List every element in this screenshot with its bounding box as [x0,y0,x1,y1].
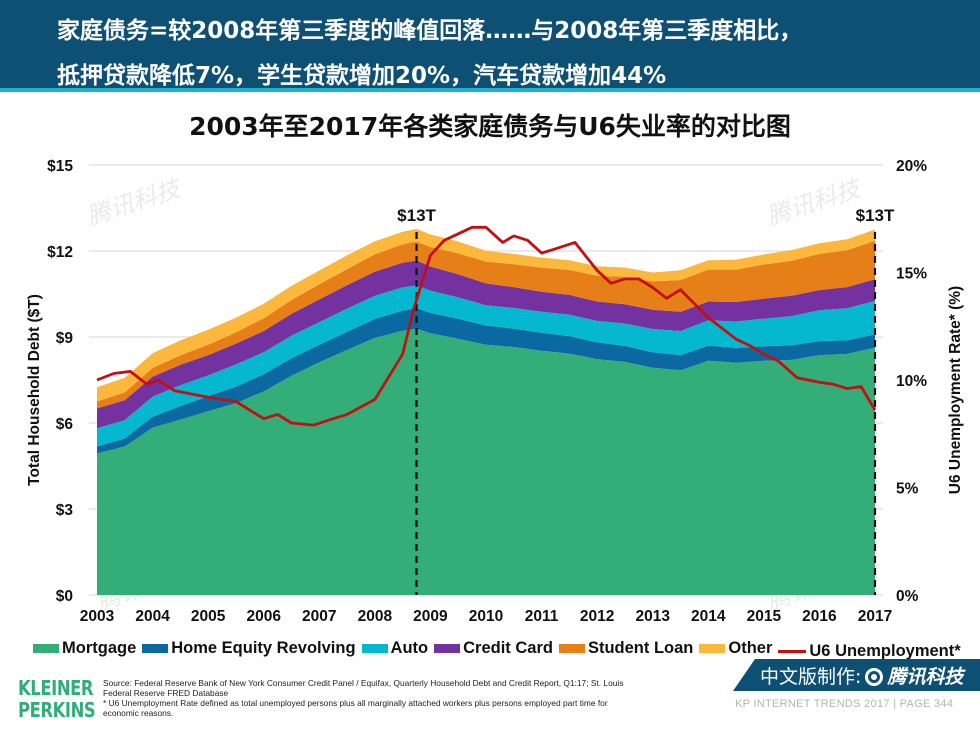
legend-swatch [142,644,169,653]
x-tick-label: 2014 [691,608,726,625]
header-accent-bar [0,88,980,92]
legend-item-home-equity-revolving: Home Equity Revolving [142,639,356,658]
logo-line-2: PERKINS [18,698,96,722]
header-line-2: 抵押贷款降低7%，学生贷款增加20%，汽车贷款增加44% [57,63,667,89]
axes: $0 $3 $6 $9 $12 $15 0% 5% 10% 15% 20% 2003 2004 2005 2… [26,158,964,625]
y-tick-label: $15 [47,158,73,175]
y-tick-label: $3 [56,502,74,519]
legend-label: U6 Unemployment* [809,642,961,660]
x-tick-label: 2007 [302,608,336,625]
x-tick-label: 2017 [858,608,892,625]
y-tick-label: $0 [56,588,73,605]
x-tick-label: 2006 [246,608,281,625]
legend-swatch [33,644,59,653]
legend-label: Other [728,639,773,657]
area-credit-card [97,260,875,429]
slide-header: 家庭债务=较2008年第三季度的峰值回落……与2008年第三季度相比， 抵押贷款… [0,0,980,92]
y2-axis-title: U6 Unemployment Rate* (%) [947,286,964,494]
area-mortgage [97,328,875,595]
x-tick-label: 2004 [135,608,170,625]
y2-tick-label: 20% [896,158,927,175]
source-line-1: Source: Federal Reserve Bank of New York… [103,678,624,688]
area-student-loan [97,240,875,409]
y-tick-label: $12 [47,244,73,261]
chart-title: 2003年至2017年各类家庭债务与U6失业率的对比图 [189,112,791,141]
watermark-text: 腾讯科技 [83,173,186,230]
legend-item-auto: Auto [361,639,429,658]
annotation-label: $13T [856,206,895,225]
page-info: KP INTERNET TRENDS 2017 | PAGE 344 [735,698,954,710]
legend-swatch [558,644,585,653]
x-tick-label: 2015 [747,608,782,625]
legend-label: Student Loan [587,639,694,657]
stacked-areas [97,228,875,595]
translation-banner-text: 中文版制作: 腾讯科技 [760,662,963,689]
x-tick-label: 2010 [469,608,503,625]
legend-item-mortgage: Mortgage [33,639,136,658]
y-tick-label: $9 [56,330,74,347]
y2-tick-label: 0% [896,588,919,605]
legend-label: Mortgage [62,639,137,657]
y-tick-label: $6 [56,416,74,433]
x-tick-label: 2008 [358,608,393,625]
annotation-label: $13T [397,206,436,225]
x-tick-label: 2005 [191,608,226,625]
footnote-line-2: economic reasons. [103,708,174,718]
chart: 腾讯科技腾讯科技腾讯科技腾讯科技腾讯科技 $13T$13T $0$3$6$9$1… [26,158,964,625]
y2-tick-label: 15% [896,266,927,283]
banner-brand: 腾讯科技 [887,666,964,688]
annotations: $13T $13T [397,206,895,595]
legend-label: Auto [390,639,429,657]
translation-banner [733,659,980,691]
area-home-equity-revolving [97,308,875,454]
x-tick-label: 2009 [413,608,448,625]
u6-unemployment-line [96,225,877,427]
x-tick-label: 2003 [80,608,115,625]
x-tick-label: 2016 [802,608,837,625]
y-axis-title: Total Household Debt ($T) [26,294,43,486]
area-other [97,228,875,402]
legend-swatch [778,650,807,653]
legend-item-student-loan: Student Loan [558,639,694,658]
u6-line-layer [96,225,877,427]
x-tick-label: 2012 [580,608,614,625]
legend: Mortgage Home Equity Revolving Auto Credit … [33,639,967,661]
footnote-line-1: * U6 Unemployment Rate defined as total … [103,698,608,708]
source-line-2: Federal Reserve FRED Database [103,688,229,698]
logo-line-1: KLEINER [18,676,94,700]
tencent-logo-icon [865,668,884,686]
source-note: Source: Federal Reserve Bank of New York… [103,678,713,718]
kleiner-perkins-logo: KLEINER PERKINS [18,676,96,722]
x-tick-label: 2011 [525,608,559,625]
legend-item-other: Other [699,639,772,658]
x-tick-label: 2013 [635,608,670,625]
area-auto [97,285,875,447]
legend-label: Home Equity Revolving [171,639,356,657]
y2-tick-label: 5% [896,481,919,498]
banner-prefix: 中文版制作: [760,666,862,688]
legend-swatch [361,644,388,653]
y2-tick-label: 10% [896,373,927,390]
header-line-1: 家庭债务=较2008年第三季度的峰值回落……与2008年第三季度相比， [57,18,803,44]
watermark-text: 腾讯科技 [763,173,866,230]
legend-swatch [699,644,726,653]
legend-item-u6-unemployment: U6 Unemployment* [778,642,961,661]
legend-label: Credit Card [463,639,553,657]
legend-item-credit-card: Credit Card [434,639,553,658]
legend-swatch [434,644,461,653]
